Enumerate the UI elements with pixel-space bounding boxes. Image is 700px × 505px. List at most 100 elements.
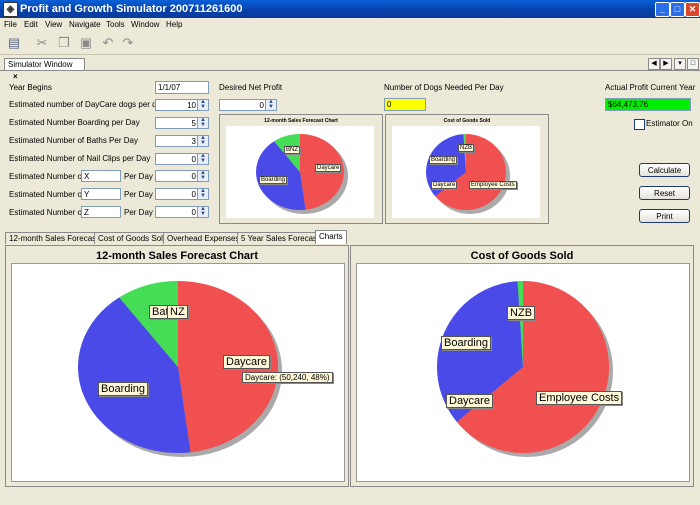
spinner-arrows-icon[interactable]: ▲ ▼ xyxy=(265,99,276,110)
menu-window[interactable]: Window xyxy=(131,20,160,29)
thumbnail-sales-chart[interactable]: 12-month Sales Forecast Chart BNZ Daycar… xyxy=(219,114,383,224)
menu-view[interactable]: View xyxy=(45,20,63,29)
menu-file[interactable]: File xyxy=(4,20,17,29)
menu-bar: File Edit View Navigate Tools Window Hel… xyxy=(0,18,700,32)
tab-overhead[interactable]: Overhead Expenses xyxy=(163,232,244,244)
cogs-employee-label: Employee Costs xyxy=(536,391,623,405)
dogs-needed-label: Number of Dogs Needed Per Day xyxy=(384,83,504,92)
baths-spinner[interactable]: 3 ▲ ▼ xyxy=(155,135,209,147)
desired-net-profit-label: Desired Net Profit xyxy=(219,83,283,92)
maximize-button[interactable]: □ xyxy=(670,2,685,17)
thumb-sales-boarding-label: Boarding xyxy=(259,176,288,184)
baths-label: Estimated Number of Baths Per Day xyxy=(9,136,138,145)
pie-slice-baths[interactable] xyxy=(463,134,466,172)
pie-slice-boarding[interactable] xyxy=(78,297,191,453)
cogs-pie-chart[interactable] xyxy=(357,264,689,481)
tab-list-icon[interactable]: ▾ xyxy=(674,58,686,70)
tab-label: Simulator Window xyxy=(8,60,73,69)
sales-tooltip: Daycare: (50,240, 48%) xyxy=(242,372,333,383)
z-name-input[interactable]: Z xyxy=(81,206,121,218)
tab-right-icon[interactable]: ▶ xyxy=(660,58,672,70)
spinner-arrows-icon[interactable]: ▲ ▼ xyxy=(197,117,208,128)
copy-icon[interactable]: ❐ xyxy=(58,35,70,50)
close-button[interactable]: ✕ xyxy=(685,2,700,17)
cogs-boarding-label: Boarding xyxy=(441,336,492,350)
menu-navigate[interactable]: Navigate xyxy=(69,20,101,29)
reset-button[interactable]: Reset xyxy=(639,186,690,200)
y-label: Estimated Number of xyxy=(9,190,85,199)
cogs-small-label: NZB xyxy=(507,306,536,320)
maximize-panel-icon[interactable]: □ xyxy=(687,58,699,70)
boarding-label: Estimated Number Boarding per Day xyxy=(9,118,140,127)
thumb-cogs-employee-label: Employee Costs xyxy=(469,181,517,189)
minimize-button[interactable]: _ xyxy=(655,2,670,17)
boarding-spinner[interactable]: 5 ▲ ▼ xyxy=(155,117,209,129)
thumbnail-cogs-chart[interactable]: Cost of Goods Sold NZB Boarding Daycare … xyxy=(385,114,549,224)
thumb-sales-pie xyxy=(256,134,348,214)
pie-slice-boarding[interactable] xyxy=(256,141,306,210)
spinner-arrows-icon[interactable]: ▲ ▼ xyxy=(197,135,208,146)
y-name-input[interactable]: Y xyxy=(81,188,121,200)
spinner-arrows-icon[interactable]: ▲ ▼ xyxy=(197,188,208,199)
sales-pie-chart[interactable] xyxy=(12,264,344,481)
desired-net-profit-spinner[interactable]: 0 ▲ ▼ xyxy=(219,99,277,111)
estimator-label: Estimator On xyxy=(646,119,693,128)
z-per-day-label: Per Day xyxy=(124,208,153,217)
daycare-spinner[interactable]: 10 ▲ ▼ xyxy=(155,99,209,111)
tab-close-icon[interactable]: × xyxy=(13,72,18,81)
thumb-sales-small-label: BNZ xyxy=(284,146,301,154)
pie-slice-employee-costs[interactable] xyxy=(435,134,506,210)
print-button[interactable]: Print xyxy=(639,209,690,223)
pie-slice-boarding[interactable] xyxy=(426,134,466,197)
toolbar: ▤ ✂ ❐ ▣ ↶ ↷ xyxy=(0,32,700,55)
year-begins-input[interactable]: 1/1/07 xyxy=(155,81,209,94)
spinner-arrows-icon[interactable]: ▲ ▼ xyxy=(197,99,208,110)
tab-charts[interactable]: Charts xyxy=(315,230,347,244)
tab-5-year-sales[interactable]: 5 Year Sales Forecast xyxy=(237,232,324,244)
y-spinner[interactable]: 0 ▲ ▼ xyxy=(155,188,209,200)
sales-chart-panel: 12-month Sales Forecast Chart Baths NZ D… xyxy=(5,245,349,487)
sales-nz-label: NZ xyxy=(167,305,188,319)
app-icon: ◈ xyxy=(3,2,18,17)
spinner-arrows-icon[interactable]: ▲ ▼ xyxy=(197,206,208,217)
tab-left-icon[interactable]: ◀ xyxy=(648,58,660,70)
undo-icon[interactable]: ↶ xyxy=(102,35,114,50)
redo-icon[interactable]: ↷ xyxy=(122,35,134,50)
x-label: Estimated Number of xyxy=(9,172,85,181)
x-name-input[interactable]: X xyxy=(81,170,121,182)
z-spinner[interactable]: 0 ▲ ▼ xyxy=(155,206,209,218)
pie-slice-boarding[interactable] xyxy=(437,281,523,422)
x-spinner[interactable]: 0 ▲ ▼ xyxy=(155,170,209,182)
calculate-button[interactable]: Calculate xyxy=(639,163,690,177)
pie-slice-baths[interactable] xyxy=(517,281,523,367)
spinner-arrows-icon[interactable]: ▲ ▼ xyxy=(197,170,208,181)
thumb-cogs-title: Cost of Goods Sold xyxy=(443,118,491,124)
pie-slice-employee-costs[interactable] xyxy=(456,281,609,453)
cogs-daycare-label: Daycare xyxy=(446,394,493,408)
thumb-cogs-small-label: NZB xyxy=(458,144,475,152)
tab-simulator-window[interactable]: Simulator Window × xyxy=(4,58,85,81)
nail-clips-label: Estimated Number of Nail Clips per Day xyxy=(9,154,151,163)
estimator-checkbox[interactable] xyxy=(634,119,645,130)
tab-12-month-sales[interactable]: 12-month Sales Forecast xyxy=(5,232,103,244)
main-panel xyxy=(0,70,700,505)
x-per-day-label: Per Day xyxy=(124,172,153,181)
thumb-cogs-daycare-label: Daycare xyxy=(431,181,458,189)
cut-icon[interactable]: ✂ xyxy=(36,35,48,50)
paste-icon[interactable]: ▣ xyxy=(79,35,93,50)
thumb-sales-title: 12-month Sales Forecast Chart xyxy=(264,118,338,124)
menu-edit[interactable]: Edit xyxy=(24,20,38,29)
daycare-label: Estimated number of DayCare dogs per day xyxy=(9,100,166,109)
year-begins-label: Year Begins xyxy=(9,83,52,92)
cogs-chart-panel: Cost of Goods Sold NZB Boarding Daycare … xyxy=(350,245,694,487)
nail-clips-spinner[interactable]: 0 ▲ ▼ xyxy=(155,153,209,165)
tab-cost-of-goods[interactable]: Cost of Goods Sold xyxy=(94,232,172,244)
save-icon[interactable]: ▤ xyxy=(7,35,21,50)
spinner-arrows-icon[interactable]: ▲ ▼ xyxy=(197,153,208,164)
thumb-sales-daycare-label: Daycare xyxy=(315,164,342,172)
sales-chart-title: 12-month Sales Forecast Chart xyxy=(96,250,258,262)
z-label: Estimated Number of xyxy=(9,208,85,217)
pie-slice-baths[interactable] xyxy=(119,281,178,367)
menu-tools[interactable]: Tools xyxy=(106,20,125,29)
menu-help[interactable]: Help xyxy=(166,20,183,29)
